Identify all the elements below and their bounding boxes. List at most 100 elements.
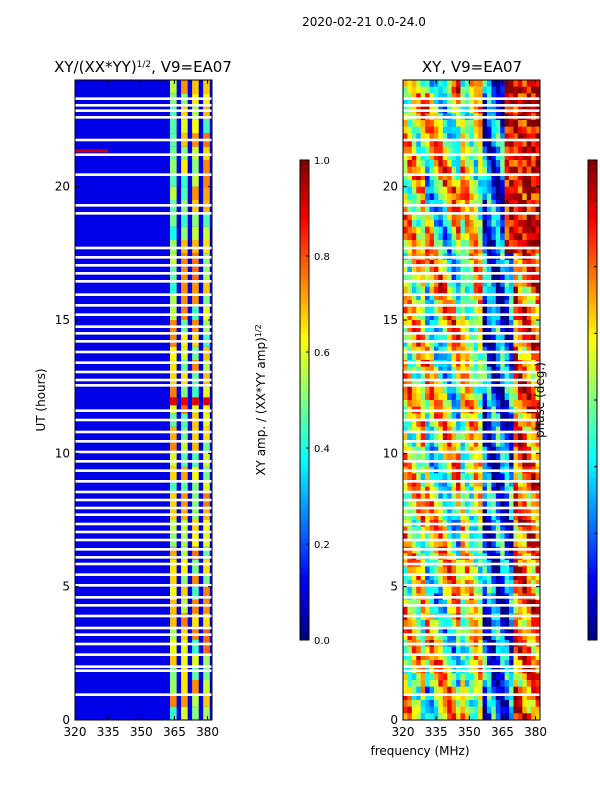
phase-cell	[513, 166, 519, 174]
phase-cell	[420, 606, 426, 614]
phase-cell	[495, 646, 501, 654]
phase-cell	[495, 586, 501, 594]
phase-cell	[531, 80, 536, 87]
phase-cell	[407, 286, 413, 294]
amplitude-band-cell	[181, 360, 188, 374]
amplitude-band-cell	[203, 706, 210, 720]
phase-cell	[517, 166, 523, 174]
phase-cell	[469, 93, 475, 101]
phase-cell	[478, 80, 483, 87]
phase-cell	[411, 120, 417, 127]
phase-cell	[504, 313, 510, 321]
amplitude-band-cell	[192, 160, 199, 174]
phase-cell	[416, 700, 421, 707]
amplitude-band-cell	[170, 626, 177, 640]
phase-cell	[509, 700, 514, 707]
phase-cell	[429, 313, 435, 321]
phase-cell	[460, 93, 466, 101]
flagged-row	[403, 340, 540, 343]
flagged-row	[75, 469, 212, 472]
phase-cell	[411, 453, 417, 461]
phase-cell	[403, 633, 408, 641]
phase-cell	[495, 206, 501, 214]
phase-cell	[526, 386, 532, 394]
phase-cell	[509, 246, 514, 254]
phase-cell	[451, 186, 457, 194]
phase-cell	[504, 120, 510, 127]
phase-cell	[447, 126, 452, 134]
phase-cell	[526, 400, 532, 407]
phase-cell	[486, 400, 492, 407]
colorbar-segment	[588, 376, 597, 383]
phase-cell	[460, 160, 466, 167]
phase-cell	[456, 580, 461, 587]
amplitude-band-cell	[192, 600, 199, 614]
phase-cell	[407, 453, 413, 461]
phase-cell	[447, 326, 452, 334]
phase-cell	[482, 93, 488, 101]
phase-cell	[486, 700, 492, 707]
phase-cell	[473, 620, 479, 627]
phase-cell	[495, 400, 501, 407]
phase-cell	[531, 326, 536, 334]
phase-cell	[513, 340, 519, 347]
phase-cell	[447, 86, 452, 94]
phase-cell	[535, 220, 541, 227]
phase-cell	[495, 620, 501, 627]
phase-cell	[500, 280, 505, 287]
phase-cell	[429, 173, 435, 181]
phase-cell	[403, 453, 408, 461]
phase-cell	[526, 526, 532, 534]
phase-cell	[517, 453, 523, 461]
colorbar-segment	[300, 604, 309, 611]
phase-cell	[464, 540, 470, 547]
phase-cell	[486, 460, 492, 467]
phase-cell	[531, 233, 536, 241]
phase-cell	[517, 660, 523, 667]
phase-cell	[486, 373, 492, 381]
amplitude-band-cell	[192, 520, 199, 534]
colorbar-segment	[300, 574, 309, 581]
flagged-row	[75, 490, 212, 494]
phase-cell	[526, 533, 532, 541]
phase-cell	[526, 133, 532, 141]
amplitude-band-cell	[181, 213, 188, 227]
flagged-row	[403, 626, 540, 630]
phase-cell	[411, 260, 417, 267]
phase-cell	[513, 500, 519, 507]
phase-cell	[482, 326, 488, 334]
phase-cell	[482, 220, 488, 227]
phase-cell	[509, 346, 514, 354]
phase-cell	[522, 280, 528, 287]
phase-cell	[460, 326, 466, 334]
phase-cell	[451, 173, 457, 181]
phase-cell	[522, 473, 528, 481]
phase-cell	[469, 713, 475, 721]
colorbar-segment	[300, 478, 309, 485]
phase-cell	[509, 680, 514, 687]
phase-cell	[531, 413, 536, 421]
phase-cell	[442, 320, 448, 327]
phase-cell	[469, 340, 475, 347]
phase-cell	[482, 506, 488, 514]
phase-cell	[491, 366, 497, 374]
phase-cell	[535, 340, 541, 347]
phase-cell	[513, 233, 519, 241]
phase-cell	[438, 660, 444, 667]
amplitude-band-cell	[203, 213, 210, 227]
phase-cell	[517, 340, 523, 347]
phase-cell	[531, 400, 536, 407]
phase-cell	[460, 580, 466, 587]
phase-cell	[460, 620, 466, 627]
phase-cell	[535, 286, 541, 294]
phase-cell	[522, 186, 528, 194]
phase-cell	[491, 433, 497, 441]
colorbar-segment	[588, 310, 597, 317]
flagged-row	[75, 450, 212, 454]
phase-cell	[517, 693, 523, 701]
phase-cell	[416, 713, 421, 721]
amplitude-band-cell	[170, 666, 177, 680]
phase-cell	[517, 600, 523, 607]
phase-cell	[425, 260, 430, 267]
phase-cell	[491, 333, 497, 341]
